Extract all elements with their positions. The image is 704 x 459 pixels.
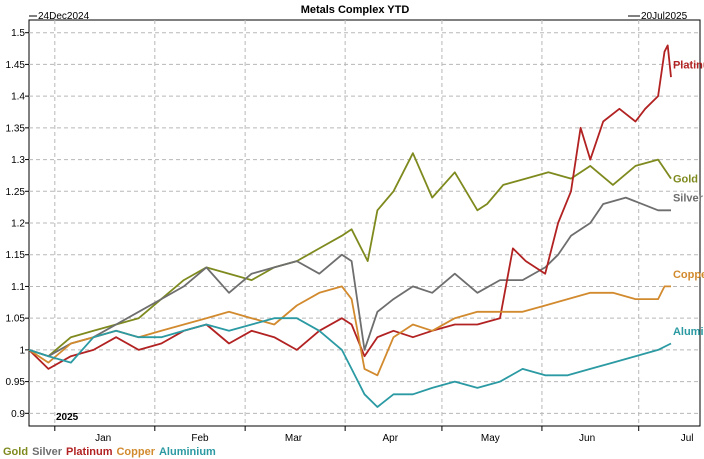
x-tick-label: Jun — [579, 433, 595, 444]
series-line-copper — [28, 285, 671, 377]
y-tick-label: 1.25 — [6, 187, 26, 198]
y-tick-label: 0.9 — [11, 409, 25, 420]
end-label-aluminium: Aluminium — [673, 326, 704, 338]
legend-platinum: Platinum — [66, 446, 113, 458]
legend-copper: Copper — [116, 446, 155, 458]
start-date-label: 24Dec2024 — [38, 11, 90, 22]
grid-lines — [29, 20, 700, 426]
end-label-silver: Silver — [673, 193, 704, 205]
y-tick-label: 1.15 — [6, 250, 26, 261]
x-tick-label: Feb — [191, 433, 209, 444]
x-tick-label: Apr — [383, 433, 399, 444]
y-tick-label: 1.5 — [11, 28, 25, 39]
end-date-label: 20Jul2025 — [641, 11, 688, 22]
y-tick-label: 1.45 — [6, 60, 26, 71]
legend-gold: Gold — [3, 446, 29, 458]
series-line-platinum — [28, 44, 672, 370]
y-axis: 0.9 0.95 1 1.05 1.1 1.15 1.2 1.25 1.3 1.35 1.4 1.45… — [6, 28, 29, 420]
series-line-aluminium — [28, 317, 672, 408]
x-tick-label: Mar — [285, 433, 303, 444]
y-tick-label: 0.95 — [6, 377, 26, 388]
end-label-platinum: Platinum — [673, 59, 704, 71]
y-tick-label: 1.1 — [11, 282, 25, 293]
plot-frame — [28, 19, 701, 427]
x-axis: Jan Feb Mar Apr May Jun Jul — [54, 426, 694, 444]
y-tick-label: 1.05 — [6, 314, 26, 325]
x-tick-label: Jul — [681, 433, 694, 444]
y-tick-label: 1.4 — [11, 92, 25, 103]
series-line-silver — [28, 196, 671, 358]
series-end-labels: Platinum Gold Silver Copper Aluminium — [673, 59, 704, 337]
y-tick-label: 1 — [19, 345, 25, 356]
legend-silver: Silver — [32, 446, 63, 458]
end-label-gold: Gold — [673, 174, 698, 186]
y-tick-label: 1.2 — [11, 219, 25, 230]
series-lines — [28, 44, 672, 408]
chart-title: Metals Complex YTD — [301, 4, 410, 16]
legend: Gold Silver Platinum Copper Aluminium — [3, 446, 220, 458]
end-label-copper: Copper — [673, 269, 704, 281]
x-tick-label: Jan — [95, 433, 111, 444]
y-tick-label: 1.35 — [6, 123, 26, 134]
series-line-gold — [28, 152, 672, 358]
legend-aluminium: Aluminium — [158, 446, 216, 458]
year-label: 2025 — [56, 412, 79, 423]
x-tick-label: May — [481, 433, 500, 444]
y-tick-label: 1.3 — [11, 155, 25, 166]
